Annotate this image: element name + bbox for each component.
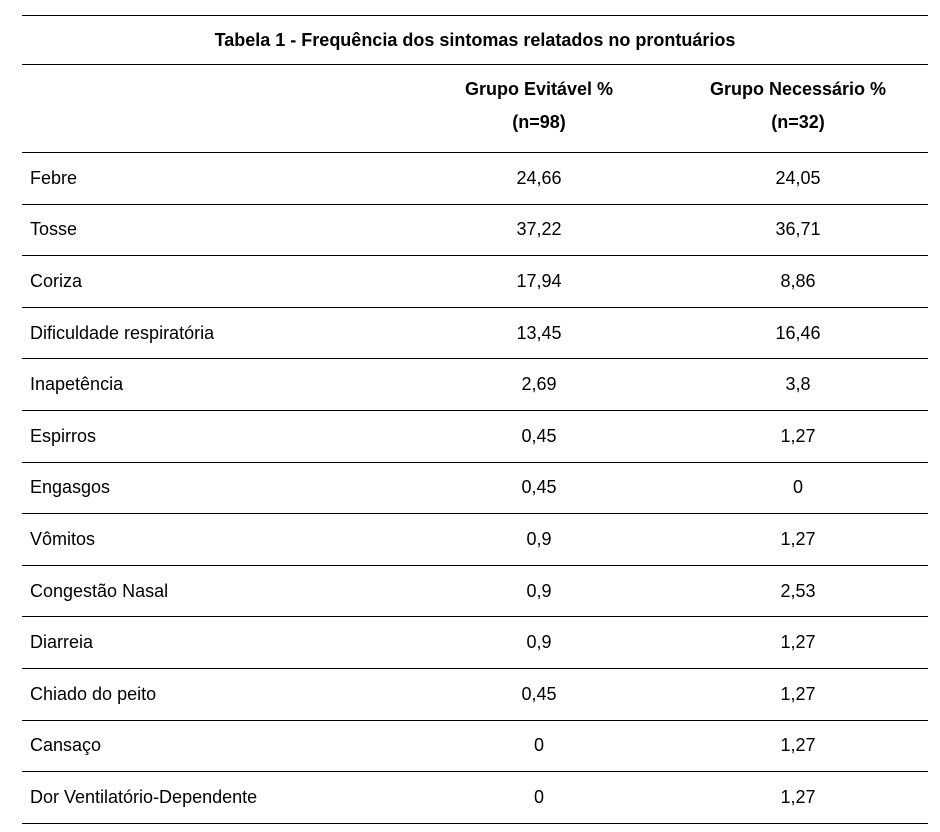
table-row: Tosse 37,22 36,71 <box>22 205 928 257</box>
table-title: Tabela 1 - Frequência dos sintomas relat… <box>22 15 928 65</box>
group-necessario-value: 24,05 <box>775 167 821 188</box>
symptom-cell: Coriza <box>30 270 83 291</box>
group-evitavel-value: 0,45 <box>521 477 557 498</box>
group-necessario-value: 36,71 <box>775 219 821 240</box>
table-row: Diarreia 0,9 1,27 <box>22 617 928 669</box>
group-evitavel-value: 13,45 <box>516 322 562 343</box>
header-group-necessario-n: (n=32) <box>771 112 825 132</box>
group-evitavel-value: 0,45 <box>521 683 557 704</box>
symptom-cell: Inapetência <box>30 374 124 395</box>
table-row: Dificuldade respiratória 13,45 16,46 <box>22 308 928 360</box>
group-evitavel-value: 2,69 <box>521 374 557 395</box>
symptom-cell: Congestão Nasal <box>30 580 169 601</box>
table-row: Febre 24,66 24,05 <box>22 153 928 205</box>
symptom-cell: Dor Ventilatório-Dependente <box>30 786 258 807</box>
group-evitavel-value: 24,66 <box>516 167 562 188</box>
group-necessario-value: 0 <box>792 477 803 498</box>
symptom-cell: Chiado do peito <box>30 683 157 704</box>
group-evitavel-value: 0,9 <box>526 528 552 549</box>
table-row: Engasgos 0,45 0 <box>22 463 928 515</box>
symptom-cell: Espirros <box>30 425 97 446</box>
symptom-cell: Vômitos <box>30 528 96 549</box>
group-evitavel-value: 0,45 <box>521 425 557 446</box>
group-evitavel-value: 0 <box>533 786 544 807</box>
table-row: Espirros 0,45 1,27 <box>22 411 928 463</box>
group-necessario-value: 1,27 <box>780 425 816 446</box>
group-evitavel-value: 0 <box>533 735 544 756</box>
header-group-necessario-label: Grupo Necessário % <box>709 79 887 99</box>
symptom-frequency-table: Tabela 1 - Frequência dos sintomas relat… <box>22 15 928 824</box>
group-necessario-value: 2,53 <box>780 580 816 601</box>
symptom-cell: Febre <box>30 167 78 188</box>
group-necessario-value: 16,46 <box>775 322 821 343</box>
table-row: Dor Ventilatório-Dependente 0 1,27 <box>22 772 928 824</box>
header-group-evitavel-n: (n=98) <box>512 112 566 132</box>
table-row: Cansaço 0 1,27 <box>22 721 928 773</box>
header-symptom-column <box>22 65 410 152</box>
table-row: Coriza 17,94 8,86 <box>22 256 928 308</box>
group-evitavel-value: 0,9 <box>526 632 552 653</box>
symptom-cell: Diarreia <box>30 632 94 653</box>
table-row: Inapetência 2,69 3,8 <box>22 359 928 411</box>
header-group-evitavel: Grupo Evitável % (n=98) <box>410 65 668 152</box>
group-necessario-value: 1,27 <box>780 786 816 807</box>
group-evitavel-value: 37,22 <box>516 219 562 240</box>
table-row: Congestão Nasal 0,9 2,53 <box>22 566 928 618</box>
group-necessario-value: 1,27 <box>780 683 816 704</box>
symptom-cell: Dificuldade respiratória <box>30 322 215 343</box>
table-header-row: Grupo Evitável % (n=98) Grupo Necessário… <box>22 65 928 153</box>
group-necessario-value: 1,27 <box>780 735 816 756</box>
symptom-cell: Tosse <box>30 219 78 240</box>
group-necessario-value: 1,27 <box>780 528 816 549</box>
header-group-evitavel-label: Grupo Evitável % <box>464 79 614 99</box>
header-group-necessario: Grupo Necessário % (n=32) <box>668 65 928 152</box>
group-necessario-value: 8,86 <box>780 270 816 291</box>
group-necessario-value: 1,27 <box>780 632 816 653</box>
table-row: Chiado do peito 0,45 1,27 <box>22 669 928 721</box>
symptom-cell: Cansaço <box>30 735 102 756</box>
group-necessario-value: 3,8 <box>785 374 811 395</box>
group-evitavel-value: 17,94 <box>516 270 562 291</box>
group-evitavel-value: 0,9 <box>526 580 552 601</box>
table-row: Vômitos 0,9 1,27 <box>22 514 928 566</box>
symptom-cell: Engasgos <box>30 477 111 498</box>
